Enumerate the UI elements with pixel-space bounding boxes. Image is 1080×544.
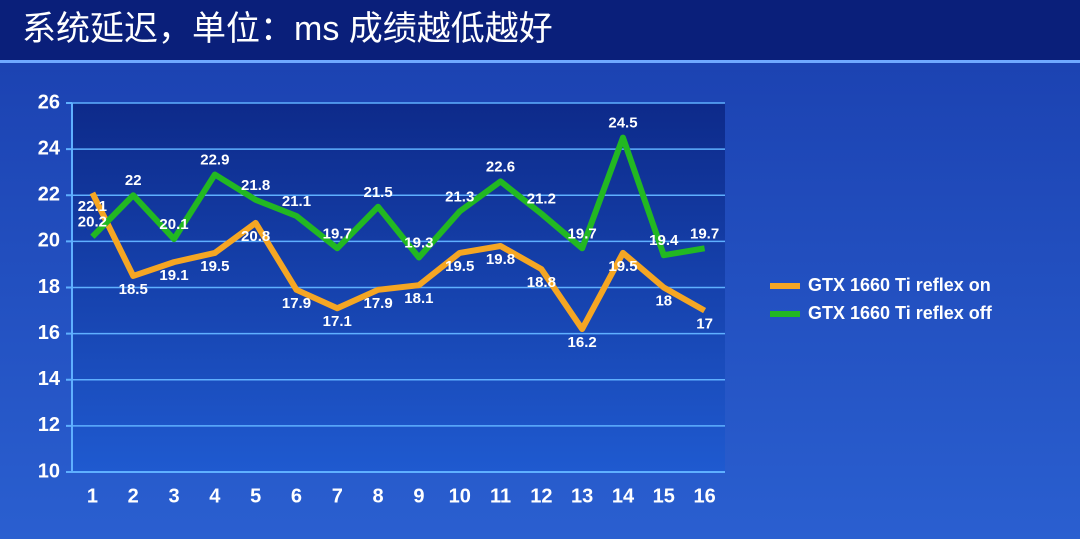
title-bar <box>0 0 1080 60</box>
data-label: 19.5 <box>200 258 229 275</box>
x-tick-label: 14 <box>612 485 635 507</box>
data-label: 17.1 <box>323 313 352 330</box>
data-label: 19.1 <box>159 267 188 284</box>
data-label: 17 <box>696 316 713 333</box>
x-tick-label: 11 <box>490 485 511 507</box>
x-tick-label: 5 <box>250 485 261 507</box>
x-tick-label: 16 <box>693 485 715 507</box>
y-tick-label: 10 <box>38 460 60 482</box>
x-tick-label: 12 <box>530 485 552 507</box>
x-tick-label: 9 <box>413 485 424 507</box>
data-label: 22.1 <box>78 198 107 215</box>
data-label: 19.5 <box>445 258 474 275</box>
legend-label: GTX 1660 Ti reflex off <box>808 303 993 323</box>
data-label: 19.3 <box>404 234 433 251</box>
x-tick-label: 13 <box>571 485 593 507</box>
y-tick-label: 18 <box>38 276 60 298</box>
x-tick-label: 8 <box>373 485 384 507</box>
y-tick-label: 12 <box>38 414 60 436</box>
data-label: 20.8 <box>241 228 270 245</box>
data-label: 18.8 <box>527 274 556 291</box>
y-tick-label: 16 <box>38 322 60 344</box>
data-label: 19.7 <box>690 225 719 242</box>
data-label: 18.5 <box>119 281 148 298</box>
x-tick-label: 15 <box>653 485 675 507</box>
chart-title: 系统延迟，单位：ms 成绩越低越好 <box>22 10 553 48</box>
series-line <box>90 134 706 261</box>
data-label: 22.6 <box>486 158 515 175</box>
y-tick-label: 22 <box>38 184 60 206</box>
data-label: 18 <box>655 292 672 309</box>
legend-label: GTX 1660 Ti reflex on <box>808 275 991 295</box>
x-tick-label: 1 <box>87 485 98 507</box>
data-label: 19.7 <box>568 225 597 242</box>
data-label: 19.7 <box>323 225 352 242</box>
y-tick-label: 24 <box>38 137 61 159</box>
x-tick-label: 7 <box>332 485 343 507</box>
x-tick-label: 3 <box>168 485 179 507</box>
data-label: 17.9 <box>363 295 392 312</box>
data-label: 19.8 <box>486 251 515 268</box>
data-label: 19.5 <box>608 258 637 275</box>
data-label: 21.3 <box>445 188 474 205</box>
data-label: 21.8 <box>241 177 270 194</box>
data-label: 20.2 <box>78 214 107 231</box>
y-tick-label: 20 <box>38 230 60 252</box>
title-rule <box>0 60 1080 63</box>
data-label: 21.2 <box>527 191 556 208</box>
x-tick-label: 2 <box>128 485 139 507</box>
x-tick-label: 10 <box>449 485 471 507</box>
y-tick-label: 26 <box>38 91 60 113</box>
data-label: 22.9 <box>200 151 229 168</box>
data-label: 22 <box>125 172 142 189</box>
data-label: 21.5 <box>363 184 392 201</box>
data-label: 17.9 <box>282 295 311 312</box>
data-label: 16.2 <box>568 334 597 351</box>
y-tick-label: 14 <box>38 368 61 390</box>
data-label: 24.5 <box>608 115 637 132</box>
x-tick-label: 6 <box>291 485 302 507</box>
data-label: 18.1 <box>404 290 433 307</box>
data-label: 20.1 <box>159 216 188 233</box>
series-line <box>89 191 707 333</box>
x-tick-label: 4 <box>209 485 221 507</box>
data-label: 21.1 <box>282 193 311 210</box>
data-label: 19.4 <box>649 232 679 249</box>
